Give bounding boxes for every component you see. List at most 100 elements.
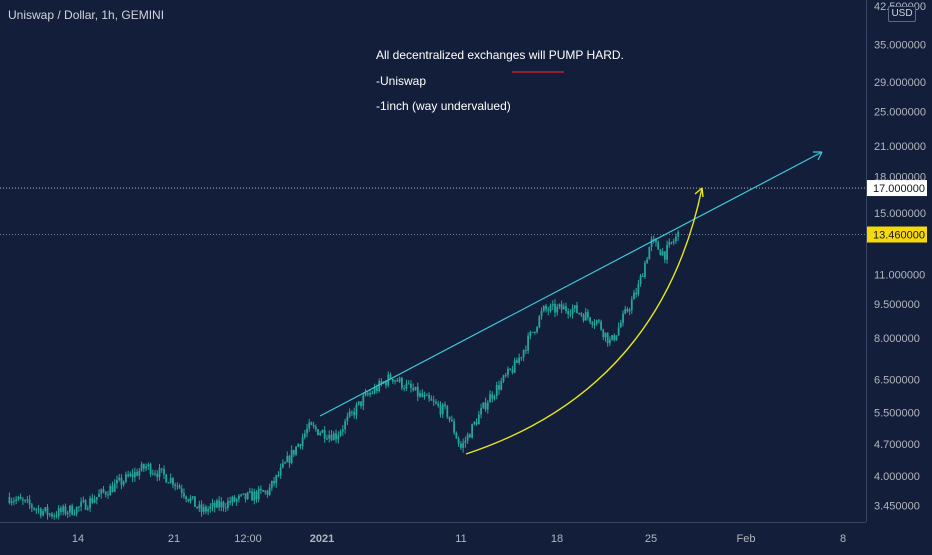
price-tick-label: 5.500000 (874, 408, 920, 420)
candle-body (657, 242, 660, 250)
candle-body (641, 275, 644, 277)
candle-body (172, 478, 174, 485)
candle-body (33, 507, 35, 510)
candle-body (507, 368, 509, 375)
candle-body (125, 474, 127, 482)
candle-body (435, 401, 437, 404)
time-tick-label: 25 (645, 533, 657, 545)
time-tick-label: 18 (551, 533, 563, 545)
candle-body (513, 360, 516, 373)
candle-body (133, 471, 136, 478)
candle-body (227, 500, 229, 509)
candle-body (369, 393, 371, 395)
candle-body (15, 499, 18, 501)
price-tick-label: 11.000000 (874, 270, 925, 282)
candle-body (538, 316, 541, 328)
currency-badge[interactable]: USD (888, 6, 916, 22)
candle-body (57, 508, 60, 517)
candle-body (145, 466, 147, 469)
candle-body (670, 242, 673, 244)
candle-body (71, 505, 74, 515)
candle-body (403, 387, 406, 389)
candle-body (600, 321, 602, 330)
candle-body (142, 464, 145, 469)
candle-body (306, 428, 308, 434)
candle-body (405, 383, 408, 389)
candle-body (576, 305, 578, 313)
price-tick-label: 4.700000 (874, 439, 920, 451)
time-tick-label: 14 (72, 533, 84, 545)
candle-body (441, 404, 444, 415)
candle-body (477, 414, 480, 425)
candle-body (480, 408, 482, 415)
candle-body (448, 416, 451, 420)
candle-body (266, 490, 269, 495)
price-tick-label: 25.000000 (874, 106, 926, 118)
trendline[interactable] (319, 151, 823, 417)
candle-body (131, 473, 134, 478)
candle-body (330, 434, 333, 441)
candle-body (314, 426, 317, 430)
candle-body (595, 320, 598, 324)
candle-body (169, 478, 172, 483)
candle-body (602, 329, 605, 338)
candle-body (520, 357, 523, 359)
candle-body (475, 422, 478, 425)
candle-body (412, 388, 415, 391)
candle-body (668, 242, 671, 245)
candle-body (416, 386, 419, 397)
candle-body (268, 487, 271, 495)
candle-body (196, 506, 199, 509)
candle-body (21, 499, 24, 501)
candle-body (453, 421, 455, 433)
candle-body (163, 469, 165, 475)
symbol-title[interactable]: Uniswap / Dollar, 1h, GEMINI (8, 8, 165, 22)
candle-body (597, 320, 600, 322)
candle-body (198, 504, 201, 509)
parabolic-curve[interactable] (465, 187, 703, 455)
candle-body (339, 431, 342, 436)
candle-body (8, 496, 11, 504)
candle-body (323, 430, 326, 439)
candle-body (348, 411, 351, 417)
candle-body (281, 463, 284, 468)
candle-body (174, 484, 177, 486)
candle-body (77, 506, 80, 508)
candle-body (380, 381, 383, 384)
candle-body (335, 433, 337, 440)
price-tick-label: 35.000000 (874, 39, 926, 51)
candle-body (220, 501, 223, 508)
candle-body (183, 493, 185, 497)
candle-body (299, 444, 302, 447)
candle-body (246, 492, 249, 499)
candle-body (28, 499, 31, 505)
candle-body (270, 480, 273, 488)
candle-body (69, 505, 71, 513)
candle-body (46, 507, 49, 515)
candle-body (211, 502, 214, 507)
price-tick-label: 9.500000 (874, 299, 920, 311)
candle-body (138, 470, 141, 476)
candle-body (231, 496, 234, 503)
candle-body (26, 499, 29, 501)
candle-body (100, 489, 103, 494)
candle-body (439, 405, 442, 415)
candle-body (113, 483, 116, 492)
candle-body (633, 292, 635, 300)
candle-body (531, 331, 534, 333)
candle-body (229, 500, 232, 503)
candle-body (303, 433, 306, 438)
candle-body (107, 494, 109, 496)
candle-body (582, 315, 585, 321)
candle-body (446, 406, 449, 417)
candle-body (118, 477, 121, 480)
candle-body (24, 499, 27, 501)
candle-body (551, 303, 554, 306)
candle-body (622, 313, 624, 323)
candle-body (423, 394, 426, 397)
candle-body (626, 309, 629, 312)
candle-body (255, 491, 258, 500)
candle-body (437, 403, 440, 406)
